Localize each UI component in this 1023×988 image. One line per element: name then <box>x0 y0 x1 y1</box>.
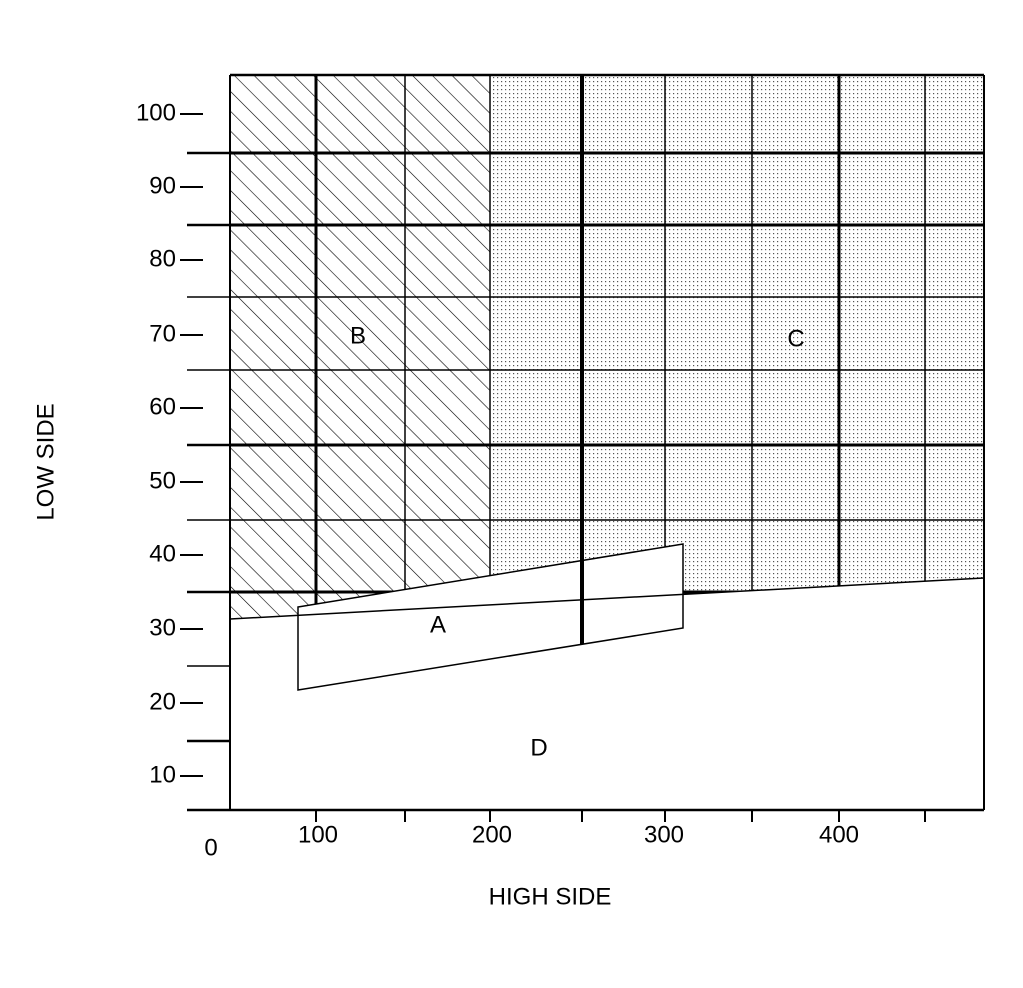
x-tick-label: 0 <box>204 834 217 861</box>
regions-upper <box>230 75 984 619</box>
region-b <box>230 75 490 619</box>
region-c <box>490 75 984 619</box>
region-a <box>297 543 684 691</box>
x-tick-label: 200 <box>472 821 512 848</box>
y-tick-label: 40 <box>149 540 176 567</box>
x-tick-label: 300 <box>644 821 684 848</box>
frame <box>187 73 985 822</box>
y-tick-label: 90 <box>149 172 176 199</box>
y-tick-label: 80 <box>149 245 176 272</box>
x-tick-label: 100 <box>298 821 338 848</box>
region-label: C <box>787 325 804 352</box>
x-axis-label: HIGH SIDE <box>489 883 612 910</box>
y-tick-label: 10 <box>149 761 176 788</box>
x-tick-label: 400 <box>819 821 859 848</box>
y-tick-label: 60 <box>149 393 176 420</box>
y-tick-label: 20 <box>149 688 176 715</box>
y-tick-label: 100 <box>136 99 176 126</box>
region-label: D <box>530 734 547 761</box>
y-tick-label: 50 <box>149 467 176 494</box>
y-axis-label: LOW SIDE <box>32 403 59 520</box>
y-tick-label: 70 <box>149 320 176 347</box>
region-label: A <box>430 611 446 638</box>
grid <box>230 75 984 619</box>
y-tick-label: 30 <box>149 614 176 641</box>
region-label: B <box>350 322 366 349</box>
